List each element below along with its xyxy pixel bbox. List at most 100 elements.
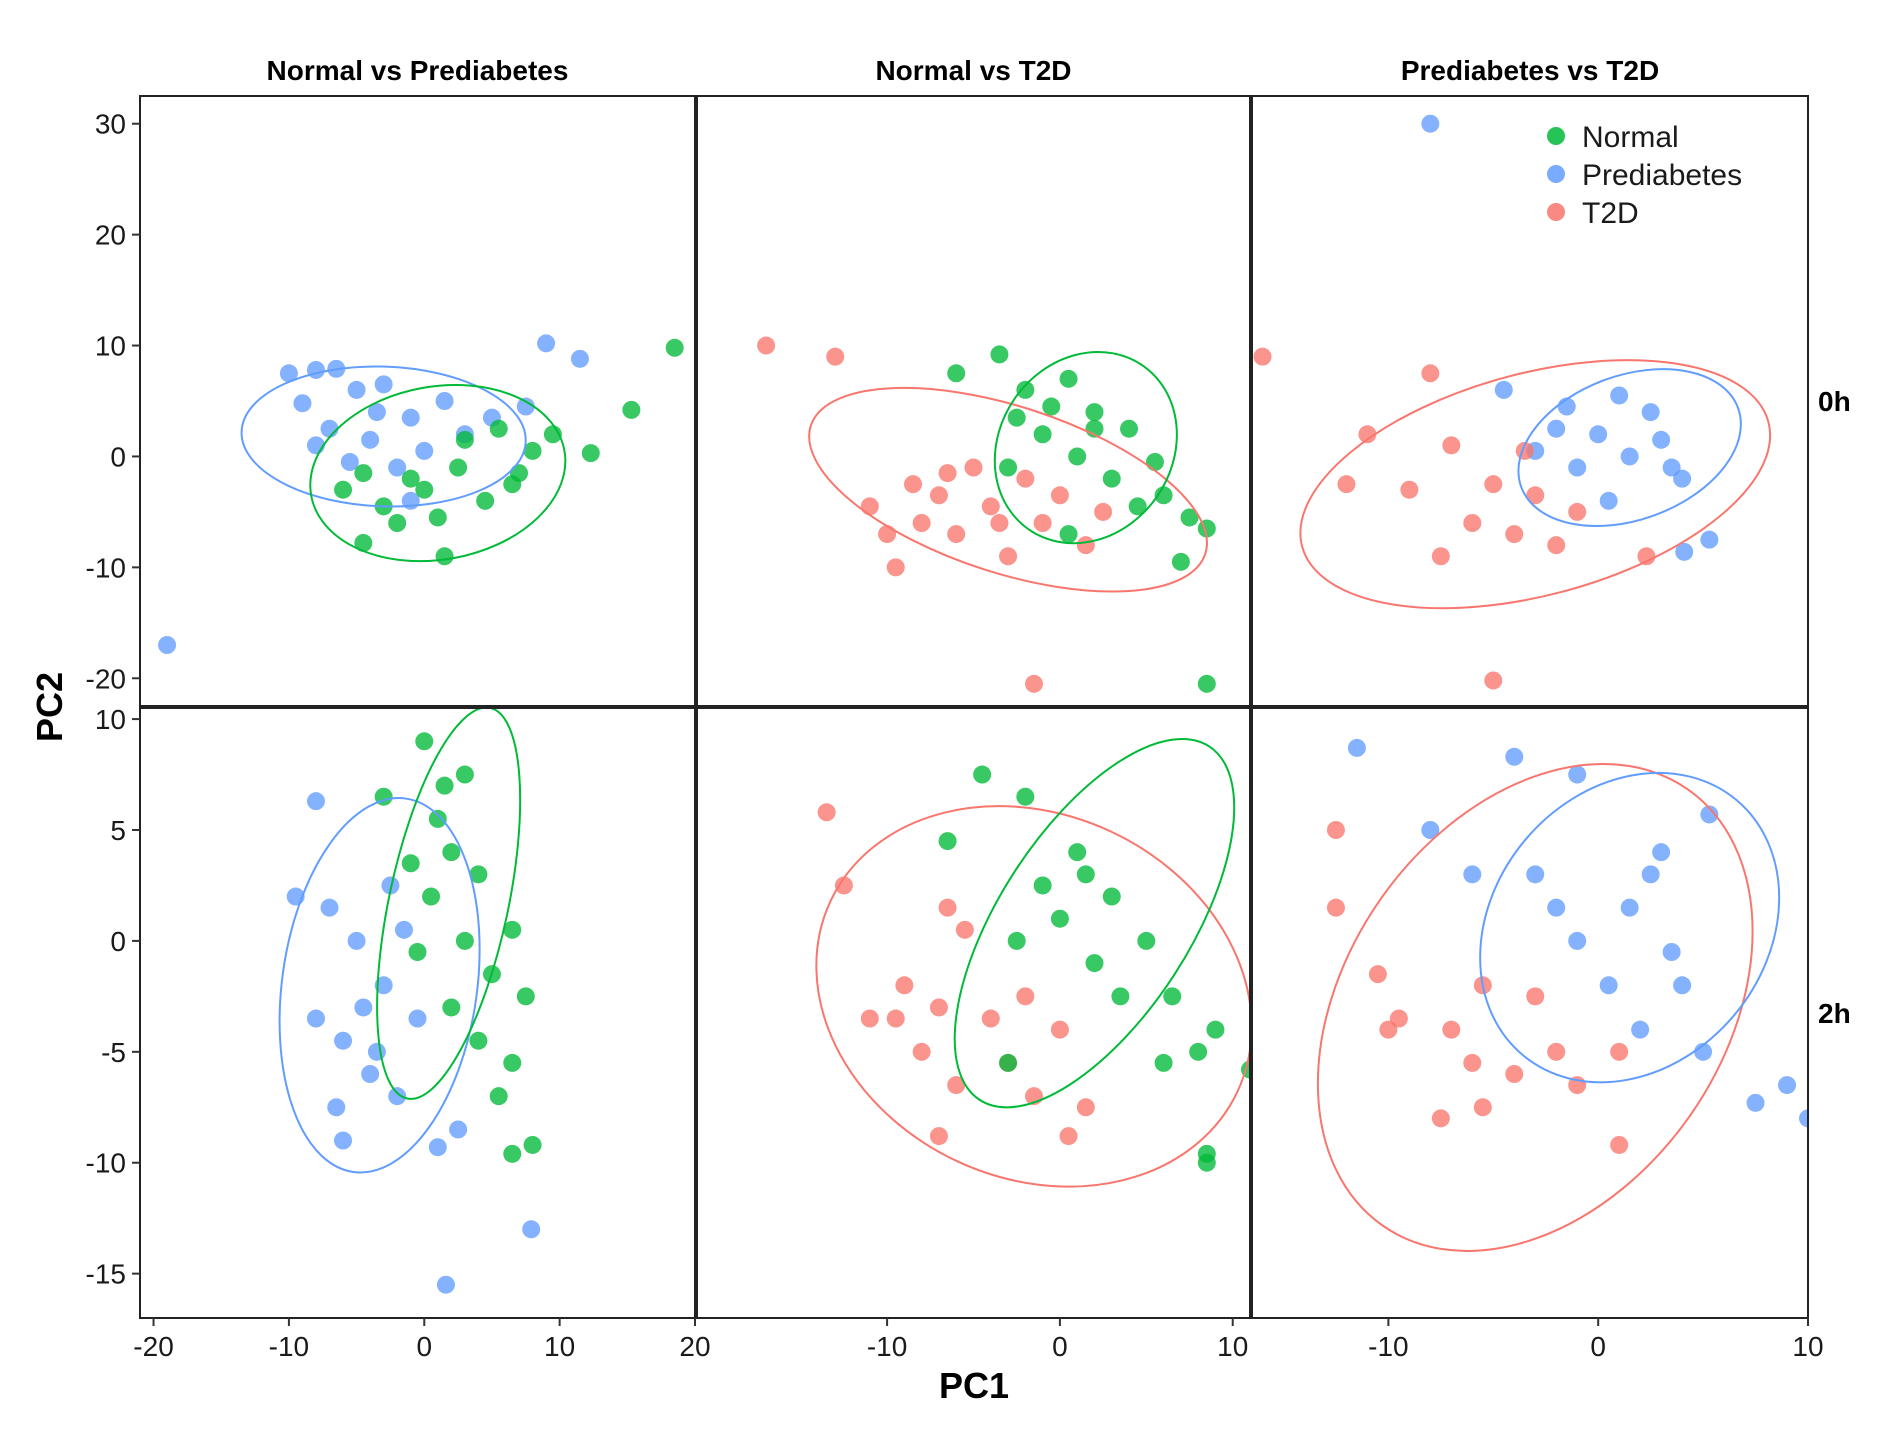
point-prediabetes bbox=[1700, 805, 1719, 824]
point-t2d bbox=[1094, 502, 1113, 521]
point-t2d bbox=[1484, 475, 1503, 494]
point-t2d bbox=[1358, 425, 1377, 444]
ellipse-prediabetes bbox=[1479, 771, 1781, 1084]
point-prediabetes bbox=[1505, 747, 1524, 766]
point-prediabetes bbox=[340, 453, 359, 471]
row-label-0h: 0h bbox=[1818, 386, 1851, 417]
point-normal bbox=[665, 338, 684, 357]
point-t2d bbox=[886, 558, 905, 577]
point-prediabetes bbox=[374, 976, 393, 995]
ellipse-normal bbox=[953, 738, 1236, 1109]
point-normal bbox=[334, 480, 353, 499]
point-t2d bbox=[895, 976, 914, 995]
point-t2d bbox=[1076, 1098, 1095, 1117]
point-normal bbox=[1301, 1134, 1319, 1152]
ellipse-prediabetes bbox=[240, 365, 527, 508]
point-normal bbox=[469, 865, 488, 884]
point-t2d bbox=[912, 1042, 931, 1061]
point-t2d bbox=[1637, 547, 1656, 566]
point-prediabetes bbox=[361, 1065, 380, 1083]
point-t2d bbox=[834, 876, 853, 895]
point-t2d bbox=[1326, 821, 1345, 839]
point-normal bbox=[354, 464, 373, 483]
panel-normal-vs-prediabetes-0h-border bbox=[139, 95, 696, 707]
point-t2d bbox=[929, 1127, 948, 1146]
point-normal bbox=[1145, 453, 1164, 471]
point-normal bbox=[455, 765, 474, 784]
point-prediabetes bbox=[279, 364, 298, 383]
point-prediabetes bbox=[570, 349, 589, 368]
panel-prediabetes-vs-t2d-2h: -10 0 10 bbox=[1251, 707, 1824, 1362]
point-t2d bbox=[817, 803, 836, 822]
point-t2d bbox=[1337, 475, 1356, 494]
point-t2d bbox=[860, 497, 879, 516]
point-prediabetes bbox=[1463, 865, 1482, 884]
point-normal bbox=[435, 547, 454, 566]
point-normal bbox=[354, 533, 373, 552]
point-normal bbox=[489, 1087, 508, 1106]
y-tick-label: -20 bbox=[86, 663, 126, 694]
x-axis-title: PC1 bbox=[939, 1365, 1009, 1406]
point-t2d bbox=[938, 464, 957, 483]
point-t2d bbox=[1505, 525, 1524, 544]
point-t2d bbox=[999, 547, 1018, 566]
point-normal bbox=[503, 475, 522, 494]
point-prediabetes bbox=[354, 998, 373, 1017]
point-normal bbox=[442, 998, 461, 1017]
point-t2d bbox=[1368, 965, 1387, 984]
ellipse-prediabetes bbox=[1517, 368, 1742, 527]
point-t2d bbox=[1050, 486, 1069, 505]
point-normal bbox=[442, 843, 461, 862]
point-normal bbox=[1171, 552, 1190, 571]
ellipse-prediabetes bbox=[278, 797, 481, 1174]
point-prediabetes bbox=[1610, 386, 1629, 405]
y-tick-label: -15 bbox=[86, 1259, 126, 1290]
panel-normal-vs-t2d-2h-border bbox=[696, 707, 1251, 1319]
point-t2d bbox=[955, 920, 974, 939]
point-prediabetes bbox=[388, 1087, 407, 1106]
point-normal bbox=[1007, 931, 1026, 950]
x-tick-label: -10 bbox=[269, 1331, 309, 1362]
point-t2d bbox=[826, 347, 845, 366]
point-prediabetes bbox=[415, 441, 434, 460]
point-normal bbox=[1007, 408, 1026, 427]
point-normal bbox=[1154, 1053, 1173, 1072]
point-prediabetes bbox=[436, 1275, 455, 1294]
point-prediabetes bbox=[1599, 491, 1618, 510]
point-prediabetes bbox=[1662, 458, 1681, 477]
point-normal bbox=[415, 480, 434, 499]
legend-label-normal: Normal bbox=[1582, 121, 1679, 154]
point-normal bbox=[622, 400, 641, 419]
point-prediabetes bbox=[537, 334, 556, 353]
point-prediabetes bbox=[1673, 976, 1692, 995]
point-t2d bbox=[1463, 1053, 1482, 1072]
point-t2d bbox=[981, 1009, 1000, 1028]
point-prediabetes bbox=[334, 1031, 353, 1050]
point-t2d bbox=[1400, 480, 1419, 499]
panel-normal-vs-t2d-0h-plot-area bbox=[757, 336, 1250, 693]
point-prediabetes bbox=[1662, 943, 1681, 961]
point-prediabetes bbox=[1700, 530, 1719, 549]
panel-normal-vs-t2d-2h-plot-area bbox=[815, 738, 1319, 1188]
point-prediabetes bbox=[1620, 447, 1639, 466]
point-normal bbox=[1059, 369, 1078, 388]
point-normal bbox=[476, 491, 495, 510]
x-tick-label: 10 bbox=[1792, 1331, 1823, 1362]
point-prediabetes bbox=[522, 1220, 541, 1239]
x-tick-label: 10 bbox=[544, 1331, 575, 1362]
panel-normal-vs-t2d-0h-border bbox=[696, 95, 1251, 707]
point-prediabetes bbox=[1547, 898, 1566, 917]
y-tick-label: 0 bbox=[110, 441, 126, 472]
panel-prediabetes-vs-t2d-0h-border bbox=[1251, 95, 1809, 707]
point-prediabetes bbox=[1652, 843, 1671, 862]
point-t2d bbox=[1526, 486, 1545, 505]
point-prediabetes bbox=[306, 1009, 325, 1028]
point-prediabetes bbox=[1641, 865, 1660, 884]
point-prediabetes bbox=[1526, 865, 1545, 884]
point-prediabetes bbox=[388, 458, 407, 477]
point-normal bbox=[973, 765, 992, 784]
y-tick-label: -5 bbox=[101, 1037, 126, 1068]
point-normal bbox=[428, 508, 447, 527]
y-tick-label: -10 bbox=[86, 1148, 126, 1179]
